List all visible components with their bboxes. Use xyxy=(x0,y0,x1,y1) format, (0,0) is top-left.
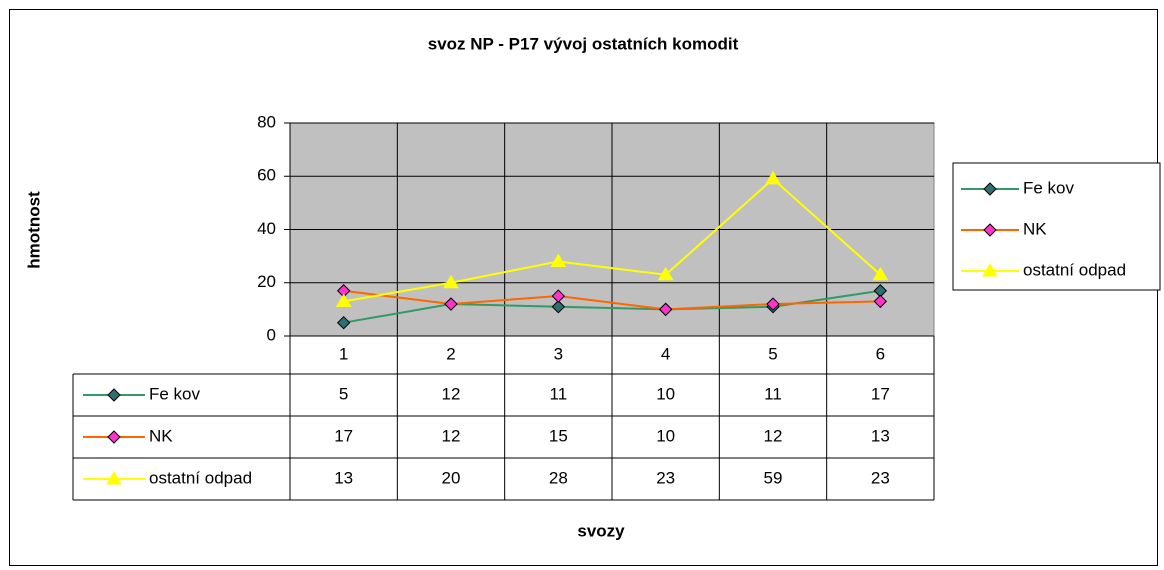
table-series-name: ostatní odpad xyxy=(149,468,252,487)
y-tick-label: 80 xyxy=(257,112,276,131)
table-value: 5 xyxy=(339,384,348,403)
marker xyxy=(765,170,781,185)
table-value: 12 xyxy=(442,426,461,445)
marker xyxy=(983,182,997,196)
x-tick-label: 6 xyxy=(876,344,885,363)
table-value: 20 xyxy=(442,468,461,487)
y-axis-label: hmotnost xyxy=(24,191,43,269)
table-value: 11 xyxy=(550,384,568,403)
marker xyxy=(982,263,998,277)
series-line xyxy=(343,289,881,311)
table-value: 23 xyxy=(871,468,890,487)
table-value: 12 xyxy=(442,384,461,403)
y-tick-label: 60 xyxy=(257,166,276,185)
marker xyxy=(106,471,122,485)
marker xyxy=(551,300,566,314)
marker xyxy=(443,274,459,289)
table-value: 23 xyxy=(656,468,675,487)
chart-title: svoz NP - P17 vývoj ostatních komodit xyxy=(428,34,739,53)
y-tick-label: 40 xyxy=(257,219,276,238)
marker xyxy=(107,430,121,444)
table-value: 28 xyxy=(549,468,568,487)
x-axis-label: svozy xyxy=(577,521,625,540)
marker xyxy=(107,388,121,402)
marker xyxy=(550,253,567,267)
table-series-name: NK xyxy=(149,426,173,445)
legend-label: Fe kov xyxy=(1023,178,1075,197)
marker xyxy=(444,297,458,311)
marker xyxy=(872,266,889,281)
marker xyxy=(336,315,351,330)
marker xyxy=(766,297,780,311)
table-series-name: Fe kov xyxy=(149,384,201,403)
marker xyxy=(657,266,674,281)
x-tick-label: 2 xyxy=(446,344,455,363)
x-tick-label: 5 xyxy=(768,344,777,363)
marker xyxy=(873,294,888,309)
table-value: 13 xyxy=(871,426,890,445)
x-tick-label: 4 xyxy=(661,344,670,363)
x-tick-label: 1 xyxy=(339,344,348,363)
table-value: 12 xyxy=(764,426,783,445)
x-tick-label: 3 xyxy=(554,344,563,363)
table-value: 59 xyxy=(764,468,783,487)
legend-label: NK xyxy=(1023,219,1047,238)
table-value: 10 xyxy=(656,426,675,445)
legend-label: ostatní odpad xyxy=(1023,260,1126,279)
table-value: 10 xyxy=(656,384,675,403)
table-value: 13 xyxy=(334,468,353,487)
marker xyxy=(335,293,352,307)
marker xyxy=(983,223,997,237)
table-value: 15 xyxy=(549,426,568,445)
marker xyxy=(551,289,566,303)
marker xyxy=(658,302,673,317)
table-value: 17 xyxy=(334,426,353,445)
table-value: 17 xyxy=(871,384,890,403)
table-value: 11 xyxy=(764,384,782,403)
series-line xyxy=(343,177,881,303)
y-tick-label: 0 xyxy=(267,325,276,344)
y-tick-label: 20 xyxy=(257,272,276,291)
